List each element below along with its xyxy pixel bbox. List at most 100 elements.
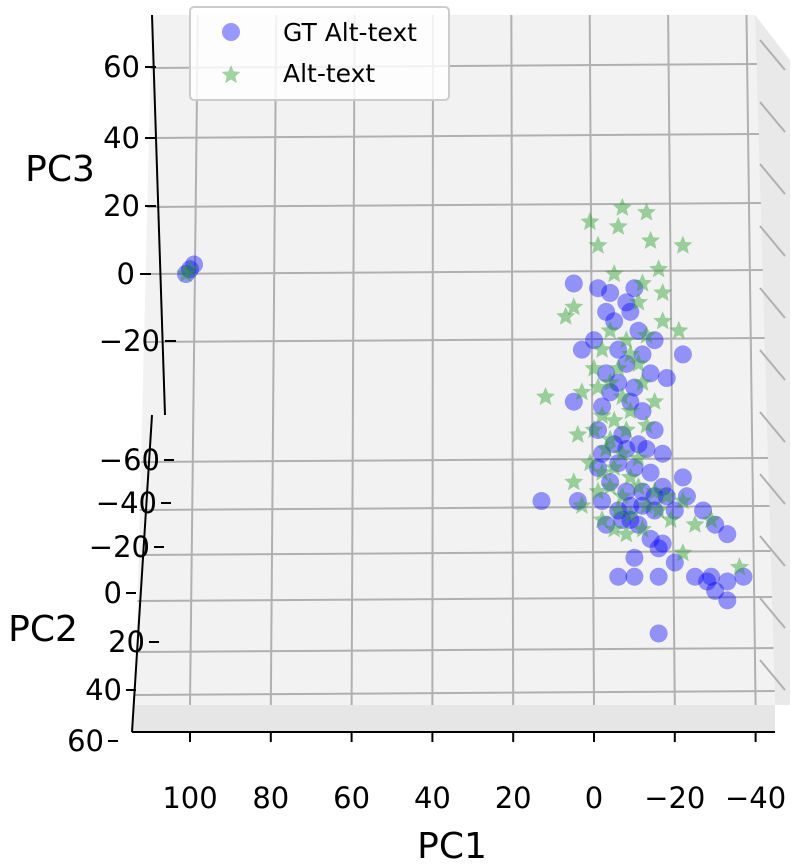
back-pane [135, 15, 775, 705]
gt-alt-text-point [605, 435, 624, 454]
alt-text-point [592, 462, 612, 481]
gt-alt-text-point [637, 440, 656, 459]
alt-text-point [645, 481, 665, 500]
gt-alt-text-point [609, 567, 628, 586]
alt-text-point [620, 467, 640, 486]
alt-text-point [568, 424, 588, 443]
gt-alt-text-point [176, 265, 195, 283]
grid-line-horizontal [143, 337, 765, 343]
gt-alt-text-point [532, 492, 551, 511]
pc2-tick-label: 40 [85, 673, 122, 707]
grid-line-horizontal [138, 550, 771, 556]
grid-line-horizontal [139, 505, 770, 511]
gt-alt-text-point [673, 468, 692, 487]
gt-alt-text-point [686, 567, 704, 586]
alt-text-point [564, 472, 584, 491]
grid-line-pc1 [189, 14, 199, 706]
alt-text-point [637, 325, 656, 344]
gt-alt-text-point [617, 293, 636, 312]
alt-text-point [653, 311, 673, 330]
alt-text-point [608, 358, 628, 377]
gt-alt-text-point [625, 458, 644, 477]
pc1-tick-label: 60 [333, 781, 370, 815]
gt-alt-text-point [649, 539, 668, 558]
alt-text-point [620, 401, 640, 420]
grid-line-horizontal [135, 690, 775, 696]
gt-alt-text-point [585, 331, 603, 350]
alt-text-point [637, 495, 656, 514]
gt-alt-text-point [645, 501, 664, 520]
pc2-tick-label: −20 [89, 530, 150, 564]
gt-alt-text-point [645, 487, 664, 506]
pc1-tick-label: 40 [414, 781, 451, 815]
gt-alt-text-point [589, 279, 608, 298]
gt-alt-text-point [621, 496, 640, 515]
pc1-tick-label: −40 [725, 781, 786, 815]
gt-alt-text-point [601, 473, 620, 492]
gt-alt-text-point [718, 572, 737, 591]
alt-text-point [612, 443, 632, 462]
alt-text-point [604, 410, 624, 429]
alt-text-point [673, 543, 693, 562]
grid-line-side [759, 39, 786, 71]
gt-alt-text-point [698, 572, 717, 591]
pc1-tick-labels: 100 80 60 40 20 0 −20 −40 [162, 732, 786, 815]
legend-label-gt-alt-text: GT Alt-text [283, 18, 417, 47]
alt-text-point [572, 495, 592, 514]
gt-alt-text-point [629, 515, 648, 534]
grid-line-pc1 [588, 14, 595, 706]
alt-text-point [685, 514, 705, 533]
alt-text-point [584, 420, 604, 439]
grid-line-side [759, 597, 786, 629]
gt-alt-text-point [649, 567, 668, 586]
grid-line-side [759, 225, 786, 257]
gt-alt-text-point [572, 340, 591, 359]
gt-alt-text-point [673, 345, 692, 364]
pc1-tick-label: 80 [252, 781, 289, 815]
gt-alt-text-point [706, 581, 725, 600]
gt-alt-text-point [653, 444, 672, 463]
pc3-tick-label: 20 [103, 189, 140, 223]
pc3-tick-labels: 60 40 20 0 −20 [99, 50, 176, 358]
alt-text-point [628, 353, 648, 372]
alt-text-point [596, 439, 616, 458]
legend-circle-marker [222, 23, 240, 41]
gt-alt-text-point [734, 567, 753, 586]
gt-alt-text-point [653, 534, 672, 553]
alt-text-point [600, 372, 620, 391]
gt-alt-text-point [718, 525, 737, 544]
gt-alt-text-point [657, 487, 676, 506]
alt-text-point [628, 476, 648, 495]
alt-text-point [180, 259, 200, 278]
gt-alt-text-point [597, 302, 616, 321]
gt-alt-text-point [185, 255, 204, 274]
gt-alt-text-point [641, 529, 660, 548]
gt-alt-text-point [605, 312, 624, 331]
gt-alt-text-point [589, 458, 608, 477]
x-axis-title: PC1 [417, 826, 487, 866]
alt-text-point [701, 510, 721, 529]
gt-alt-text-point [601, 283, 620, 302]
gt-alt-text-point [625, 567, 644, 586]
grid-line-side [759, 101, 786, 133]
gt-alt-text-point [633, 402, 652, 421]
grid-line-side [759, 411, 786, 443]
gt-alt-text-point [568, 492, 587, 511]
gt-alt-text-point [633, 482, 652, 501]
alt-text-point [612, 486, 632, 505]
alt-text-point [608, 500, 628, 519]
gt-alt-text-point [617, 440, 636, 459]
alt-text-point [633, 519, 652, 538]
alt-text-point [580, 453, 600, 472]
alt-text-point [588, 235, 608, 254]
gt-alt-text-point [609, 501, 628, 520]
gt-alt-text-point [597, 515, 616, 534]
alt-text-point [616, 524, 636, 543]
gt-alt-text-point [609, 373, 628, 392]
alt-text-point [604, 457, 624, 476]
alt-text-point [657, 486, 677, 505]
gt-alt-text-point [718, 591, 737, 610]
alt-text-point [604, 264, 624, 283]
gt-alt-text-point [665, 501, 684, 520]
